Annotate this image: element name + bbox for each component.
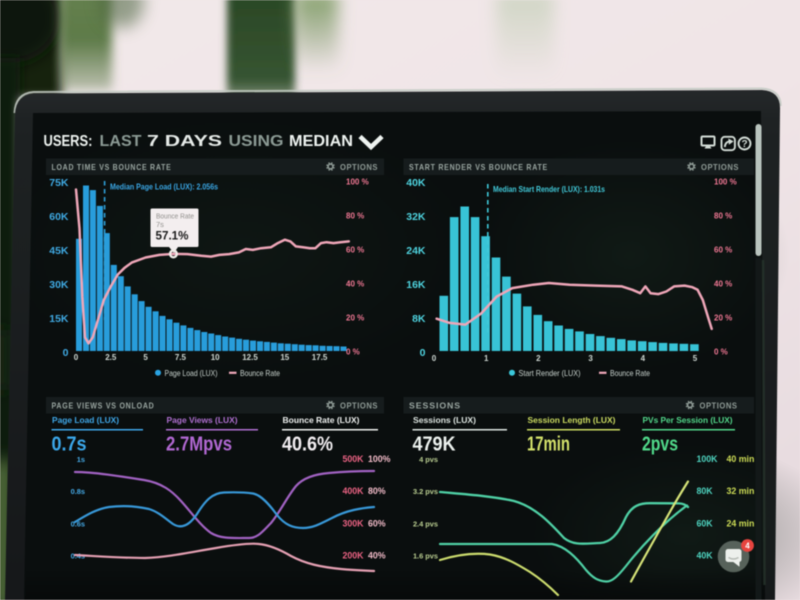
svg-text:OPTIONS: OPTIONS [340,162,378,172]
svg-text:60 %: 60 % [346,246,364,255]
svg-text:PVs Per Session (LUX): PVs Per Session (LUX) [643,416,733,425]
svg-text:Session Length (LUX): Session Length (LUX) [528,416,616,425]
svg-text:LAST: LAST [100,133,142,150]
svg-text:10: 10 [211,353,220,362]
svg-text:3.2 pvs: 3.2 pvs [413,487,438,496]
svg-text:1: 1 [484,354,489,363]
svg-text:0: 0 [432,354,437,363]
svg-text:24K: 24K [406,245,426,257]
svg-text:30K: 30K [49,279,69,291]
svg-text:0: 0 [74,353,79,362]
svg-text:2.5: 2.5 [105,353,117,362]
svg-text:7 DAYS: 7 DAYS [147,133,222,150]
svg-text:START RENDER VS BOUNCE RATE: START RENDER VS BOUNCE RATE [409,162,548,172]
svg-text:15: 15 [280,353,289,362]
svg-text:40 %: 40 % [346,280,364,289]
svg-text:32K: 32K [406,211,426,223]
svg-text:479K: 479K [413,434,457,456]
svg-text:75K: 75K [49,177,69,189]
svg-text:60%: 60% [368,518,386,528]
svg-text:4 pvs: 4 pvs [419,455,438,464]
svg-text:Page Load (LUX): Page Load (LUX) [165,369,218,378]
svg-text:1.6 pvs: 1.6 pvs [413,552,438,561]
svg-text:300K: 300K [343,518,365,528]
svg-text:40 min: 40 min [727,454,755,464]
svg-text:40.6%: 40.6% [282,434,333,456]
svg-text:USING: USING [229,133,284,150]
svg-text:100%: 100% [368,454,391,464]
svg-text:2pvs: 2pvs [642,434,678,456]
svg-text:0 %: 0 % [714,348,728,357]
svg-text:?: ? [741,139,747,150]
svg-text:7s: 7s [156,220,164,229]
svg-text:17.5: 17.5 [312,353,328,362]
svg-text:8K: 8K [412,313,426,325]
svg-text:Median Page Load (LUX): 2.056s: Median Page Load (LUX): 2.056s [110,182,218,192]
svg-text:15K: 15K [49,313,69,325]
svg-text:OPTIONS: OPTIONS [340,400,378,410]
svg-text:4: 4 [641,354,646,363]
svg-text:24 min: 24 min [727,518,755,528]
svg-text:0.7s: 0.7s [52,434,87,456]
svg-text:5: 5 [693,354,698,363]
svg-text:17min: 17min [527,434,570,456]
svg-text:MEDIAN: MEDIAN [289,133,353,150]
svg-text:80%: 80% [368,486,386,496]
svg-text:Start Render (LUX): Start Render (LUX) [519,369,581,378]
svg-text:80 %: 80 % [346,212,364,221]
svg-text:40 %: 40 % [714,280,732,289]
svg-text:16K: 16K [406,279,426,291]
svg-text:32 min: 32 min [727,486,755,496]
svg-text:Median Start Render (LUX): 1.0: Median Start Render (LUX): 1.031s [493,184,605,194]
svg-text:Page Views (LUX): Page Views (LUX) [167,416,238,425]
svg-text:20 %: 20 % [714,314,732,323]
svg-text:100 %: 100 % [346,178,369,187]
svg-text:60K: 60K [49,211,69,223]
svg-text:PAGE VIEWS VS ONLOAD: PAGE VIEWS VS ONLOAD [52,400,155,410]
svg-text:40K: 40K [406,177,426,189]
svg-text:12.5: 12.5 [242,353,258,362]
svg-text:57.1%: 57.1% [156,229,190,243]
svg-text:2.7Mpvs: 2.7Mpvs [166,434,232,456]
svg-text:500K: 500K [343,454,365,464]
svg-text:80K: 80K [697,486,714,496]
svg-text:3: 3 [588,354,593,363]
svg-text:Page Load (LUX): Page Load (LUX) [52,416,119,425]
svg-text:2.4 pvs: 2.4 pvs [413,519,438,528]
svg-text:1s: 1s [77,455,85,464]
svg-text:5: 5 [143,353,148,362]
svg-text:60 %: 60 % [714,246,732,255]
svg-text:40%: 40% [368,551,386,561]
svg-text:100 %: 100 % [714,178,737,187]
svg-text:400K: 400K [343,486,365,496]
svg-text:100K: 100K [697,454,719,464]
svg-text:OPTIONS: OPTIONS [700,400,738,410]
svg-text:LOAD TIME VS BOUNCE RATE: LOAD TIME VS BOUNCE RATE [52,162,172,172]
svg-text:0 %: 0 % [346,348,360,357]
svg-text:Sessions (LUX): Sessions (LUX) [413,416,476,425]
svg-text:Bounce Rate: Bounce Rate [156,212,194,221]
svg-text:4: 4 [745,542,750,551]
svg-text:0.8s: 0.8s [71,487,85,496]
svg-text:45K: 45K [49,245,69,257]
svg-text:Bounce Rate: Bounce Rate [610,369,650,378]
svg-text:20 %: 20 % [346,314,364,323]
svg-text:40K: 40K [697,551,714,561]
svg-text:0: 0 [420,347,426,359]
svg-text:0: 0 [63,347,69,359]
svg-text:Bounce Rate: Bounce Rate [240,369,280,378]
svg-text:USERS:: USERS: [44,133,93,150]
svg-text:0.6s: 0.6s [71,519,85,528]
svg-text:200K: 200K [343,551,365,561]
svg-text:SESSIONS: SESSIONS [409,400,461,410]
svg-text:60K: 60K [697,518,714,528]
svg-text:2: 2 [536,354,541,363]
svg-text:80 %: 80 % [714,212,732,221]
svg-text:Bounce Rate (LUX): Bounce Rate (LUX) [283,416,360,425]
svg-text:OPTIONS: OPTIONS [701,162,739,172]
svg-text:7.5: 7.5 [175,353,187,362]
